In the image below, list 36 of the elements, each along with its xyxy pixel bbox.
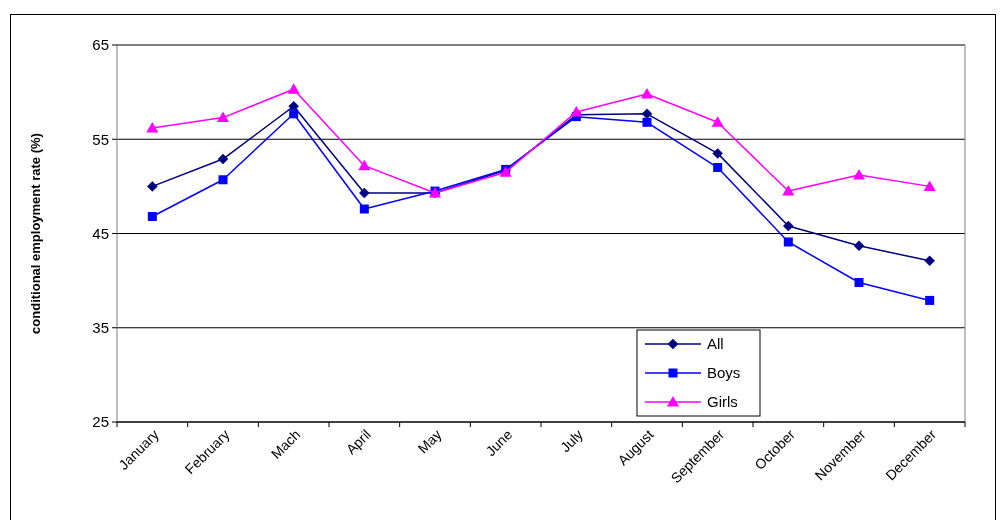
point	[147, 181, 158, 192]
point	[147, 212, 157, 222]
point	[359, 204, 369, 214]
point	[642, 117, 652, 127]
x-tick-label: July	[556, 426, 586, 456]
point	[217, 153, 229, 165]
point	[924, 255, 935, 267]
y-tick-label: 55	[92, 130, 109, 148]
point	[853, 240, 865, 251]
point	[359, 187, 370, 199]
point	[289, 109, 299, 119]
point	[146, 121, 159, 133]
point	[711, 116, 724, 127]
legend-label: All	[707, 335, 724, 353]
point	[925, 295, 935, 305]
point	[287, 83, 300, 94]
point	[713, 163, 723, 173]
y-tick-label: 35	[92, 319, 109, 336]
y-tick-label: 25	[92, 413, 109, 431]
point	[783, 220, 794, 232]
point	[217, 111, 229, 123]
legend-label: Boys	[707, 364, 741, 382]
y-axis-title: conditional employment rate (%)	[28, 133, 43, 334]
point	[218, 175, 228, 185]
y-tick-label: 45	[92, 224, 109, 242]
point	[712, 148, 723, 159]
point	[782, 185, 795, 196]
point	[783, 237, 793, 247]
y-tick-label: 65	[92, 36, 109, 54]
point	[641, 88, 653, 99]
point	[570, 105, 583, 117]
point	[923, 180, 936, 191]
point	[854, 278, 864, 288]
point	[853, 169, 865, 180]
point	[358, 159, 371, 171]
legend-label: Girls	[707, 393, 738, 411]
